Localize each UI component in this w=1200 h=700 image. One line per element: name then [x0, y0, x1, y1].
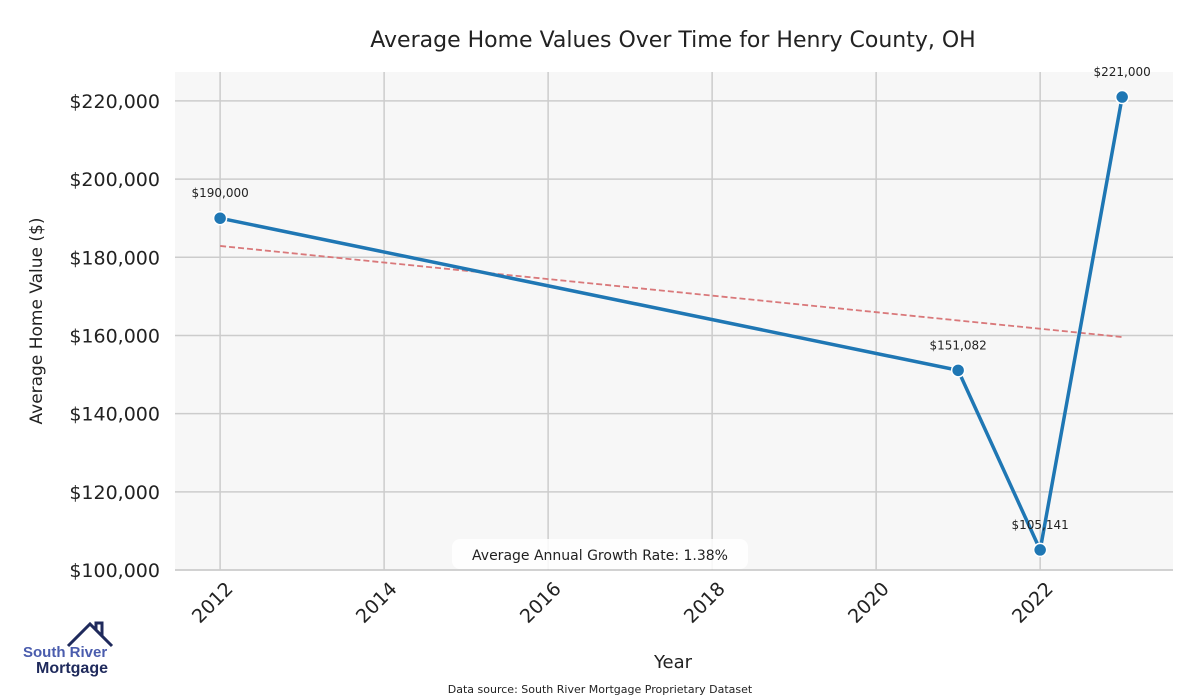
- series: $190,000 $151,082 $105,141 $221,000: [191, 65, 1151, 558]
- y-tick-label: $100,000: [69, 560, 160, 582]
- x-tick-label: 2022: [1008, 578, 1058, 628]
- y-tick-label: $180,000: [69, 247, 160, 269]
- annotation-box: [452, 539, 748, 569]
- trendline: [220, 245, 1123, 338]
- house-icon: [66, 621, 114, 648]
- data-source: Data source: South River Mortgage Propri…: [448, 683, 753, 696]
- growth-rate-annotation: Average Annual Growth Rate: 1.38%: [472, 548, 728, 564]
- x-tick-label: 2018: [680, 578, 730, 628]
- series-line: [219, 96, 1124, 556]
- y-tick-label: $140,000: [69, 404, 160, 426]
- data-point: [212, 210, 228, 226]
- data-label: $190,000: [191, 186, 248, 200]
- x-tick-label: 2014: [352, 578, 402, 628]
- data-point: [1114, 89, 1130, 105]
- x-axis-label: Year: [653, 652, 693, 673]
- data-point: [1032, 542, 1048, 558]
- y-tick-labels: $100,000 $120,000 $140,000 $160,000 $180,000…: [69, 91, 160, 582]
- x-tick-label: 2020: [844, 578, 894, 628]
- logo-line2: Mortgage: [36, 660, 108, 677]
- x-tick-labels: 2012 2014 2016 2018 2020 2022: [188, 578, 1058, 628]
- trendline-path: [220, 245, 1123, 338]
- data-label: $221,000: [1094, 65, 1151, 79]
- chart-title: Average Home Values Over Time for Henry …: [370, 28, 975, 53]
- x-tick-label: 2012: [188, 578, 238, 628]
- x-tick-label: 2016: [516, 578, 566, 628]
- logo-line1: South River: [23, 644, 108, 661]
- y-axis-label: Average Home Value ($): [27, 218, 47, 425]
- south-river-logo: South River Mortgage: [20, 620, 120, 682]
- y-tick-label: $120,000: [69, 482, 160, 504]
- plot-background: [175, 72, 1173, 570]
- data-label: $105,141: [1012, 518, 1069, 532]
- grid: [175, 72, 1173, 571]
- y-tick-label: $220,000: [69, 91, 160, 113]
- data-point: [950, 363, 966, 378]
- y-tick-label: $200,000: [69, 169, 160, 191]
- data-label: $151,082: [930, 338, 987, 352]
- y-tick-label: $160,000: [69, 325, 160, 347]
